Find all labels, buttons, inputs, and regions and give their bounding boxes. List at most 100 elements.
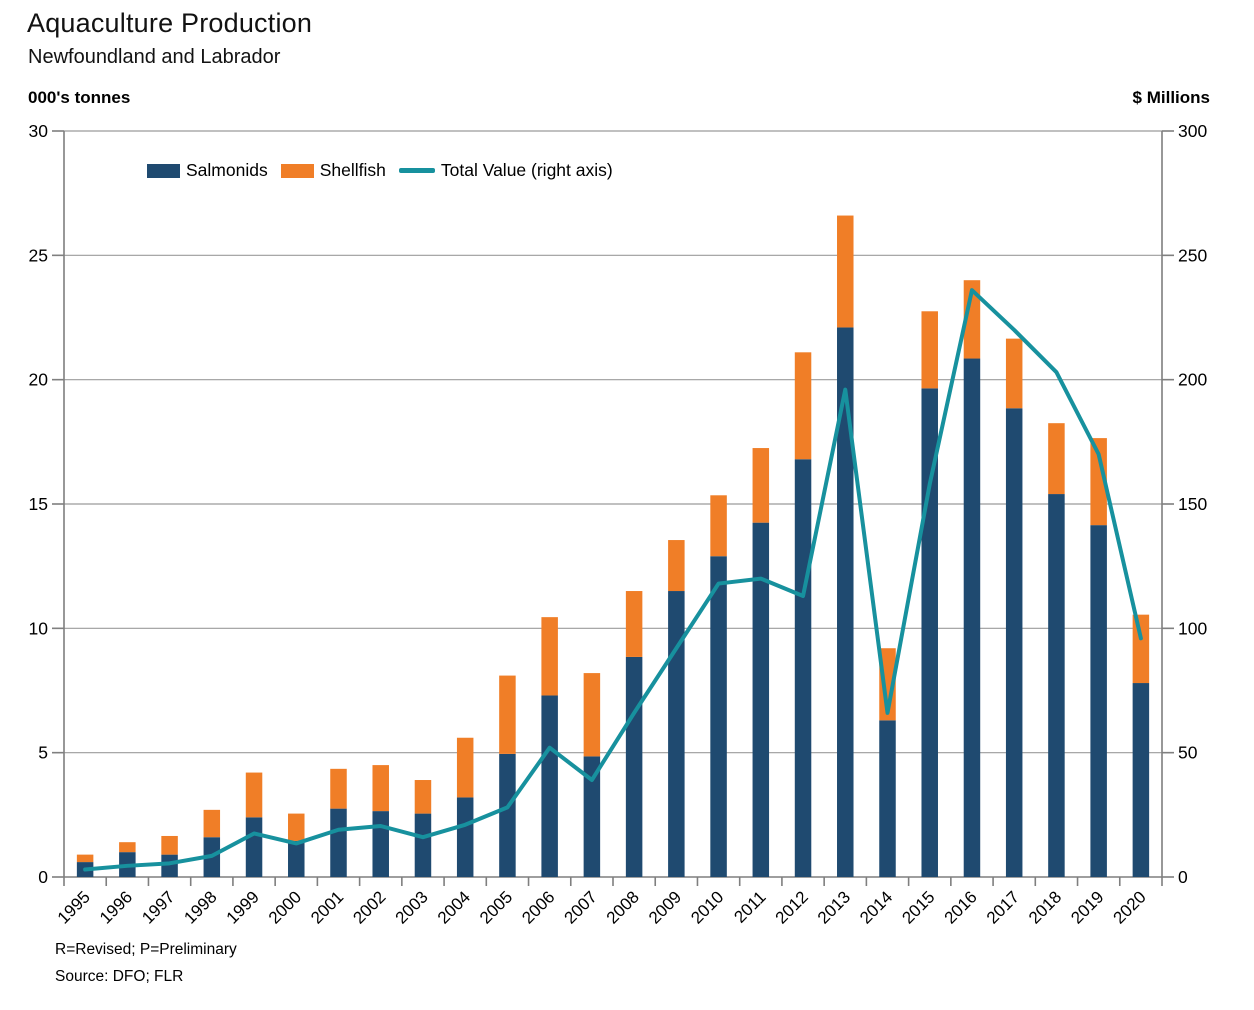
- legend: Salmonids Shellfish Total Value (right a…: [147, 160, 613, 181]
- bar-segment-shellfish-2001: [330, 768, 347, 809]
- bar-segment-salmonids-2006: [541, 695, 558, 877]
- bar-segment-shellfish-2017: [1005, 338, 1023, 409]
- total-value-line-swatch-icon: [398, 168, 435, 173]
- bar-segment-shellfish-1998: [203, 809, 221, 838]
- bar-segment-salmonids-2000: [288, 840, 305, 877]
- bar-segment-salmonids-2010: [710, 556, 727, 877]
- bar-segment-shellfish-2000: [288, 813, 305, 841]
- bar-segment-salmonids-2007: [583, 756, 601, 877]
- left-axis-unit-label: 000's tonnes: [28, 88, 131, 107]
- shellfish-swatch-icon: [280, 163, 314, 178]
- x-axis-year-label: 2000: [265, 887, 305, 927]
- bar-segment-shellfish-2004: [456, 737, 474, 798]
- bar-segment-salmonids-2014: [879, 720, 896, 877]
- bar-segment-shellfish-2005: [499, 675, 516, 754]
- bar-segment-shellfish-2008: [625, 591, 643, 657]
- bar-segment-salmonids-2020: [1132, 683, 1150, 877]
- bar-segment-shellfish-2020: [1132, 614, 1150, 684]
- x-axis-year-label: 1998: [180, 887, 220, 927]
- bar-segment-shellfish-1997: [161, 835, 178, 855]
- x-axis-year-label: 1996: [96, 887, 136, 927]
- legend-item-total-value: Total Value (right axis): [398, 160, 613, 181]
- left-axis-tick-label: 30: [29, 121, 49, 141]
- x-axis-year-label: 2015: [898, 887, 938, 927]
- bar-segment-salmonids-2016: [963, 358, 981, 877]
- bar-segment-salmonids-2013: [837, 327, 854, 877]
- bar-segment-shellfish-2012: [794, 352, 812, 460]
- x-axis-year-label: 2019: [1067, 887, 1107, 927]
- bar-segment-salmonids-2005: [499, 753, 516, 877]
- salmonids-swatch-icon: [147, 163, 180, 178]
- bar-segment-shellfish-2006: [541, 617, 558, 696]
- x-axis-year-label: 2004: [434, 887, 474, 927]
- bar-segment-salmonids-2008: [625, 656, 643, 877]
- bar-segment-shellfish-2011: [752, 448, 770, 523]
- page-subtitle: Newfoundland and Labrador: [28, 46, 281, 68]
- x-axis-year-label: 2017: [983, 887, 1023, 927]
- right-axis-tick-label: 0: [1178, 867, 1188, 887]
- legend-label: Total Value (right axis): [440, 160, 613, 180]
- x-axis-year-label: 2002: [349, 887, 389, 927]
- bar-segment-shellfish-2009: [668, 540, 685, 592]
- x-axis-year-label: 2020: [1110, 887, 1150, 927]
- x-axis-year-label: 2005: [476, 887, 516, 927]
- legend-label: Shellfish: [319, 160, 386, 180]
- right-axis-tick-label: 150: [1178, 494, 1207, 514]
- bar-segment-salmonids-2003: [414, 813, 432, 877]
- bar-segment-shellfish-2002: [372, 765, 389, 812]
- x-axis-year-label: 2007: [561, 887, 601, 927]
- legend-item-shellfish: Shellfish: [280, 160, 386, 181]
- bar-segment-shellfish-1999: [245, 772, 263, 818]
- x-axis-year-label: 2008: [603, 887, 643, 927]
- x-axis-year-label: 2011: [730, 887, 769, 926]
- left-axis-tick-label: 25: [29, 245, 48, 265]
- x-axis-year-label: 2018: [1025, 887, 1065, 927]
- bar-segment-salmonids-2017: [1005, 408, 1023, 877]
- x-axis-year-label: 2009: [645, 887, 685, 927]
- total-value-line: [83, 288, 1143, 872]
- x-axis-year-label: 2001: [307, 887, 347, 927]
- x-axis-year-label: 2014: [856, 887, 896, 927]
- right-axis-unit-label: $ Millions: [1132, 88, 1210, 107]
- bar-segment-shellfish-2019: [1090, 438, 1107, 526]
- bar-segment-shellfish-2003: [414, 780, 432, 814]
- x-axis-year-label: 1995: [54, 887, 94, 927]
- right-axis-tick-label: 50: [1178, 743, 1198, 763]
- bar-segment-salmonids-2011: [752, 522, 770, 877]
- bar-segment-shellfish-1996: [119, 842, 136, 853]
- page-title: Aquaculture Production: [27, 8, 313, 38]
- bar-segment-shellfish-2010: [710, 495, 727, 557]
- x-axis-year-label: 2013: [814, 887, 854, 927]
- bar-segment-salmonids-2018: [1048, 494, 1065, 877]
- bar-segment-salmonids-2009: [668, 591, 685, 877]
- bar-segment-shellfish-2013: [837, 215, 854, 328]
- right-axis-tick-label: 250: [1178, 245, 1207, 265]
- bar-segment-salmonids-2004: [456, 797, 474, 877]
- footnote-source: Source: DFO; FLR: [55, 968, 184, 985]
- bar-segment-salmonids-2002: [372, 811, 389, 877]
- right-axis-tick-label: 200: [1178, 370, 1207, 390]
- x-axis-year-label: 2010: [687, 887, 727, 927]
- legend-label: Salmonids: [186, 160, 268, 180]
- bar-segment-salmonids-2012: [794, 459, 812, 877]
- left-axis-tick-label: 0: [38, 867, 48, 887]
- bar-segment-salmonids-2019: [1090, 525, 1107, 877]
- left-axis-tick-label: 10: [29, 618, 49, 638]
- x-axis-year-label: 2006: [518, 887, 558, 927]
- left-axis-tick-label: 5: [38, 743, 48, 763]
- x-axis-year-label: 2012: [772, 887, 812, 927]
- left-axis-tick-label: 15: [29, 494, 48, 514]
- legend-item-salmonids: Salmonids: [147, 160, 268, 181]
- x-axis-year-label: 2003: [392, 887, 432, 927]
- bar-segment-shellfish-2018: [1048, 423, 1065, 495]
- x-axis-year-label: 2016: [941, 887, 981, 927]
- right-axis-tick-label: 100: [1178, 618, 1207, 638]
- left-axis-tick-label: 20: [29, 370, 49, 390]
- bar-segment-salmonids-1997: [161, 854, 178, 877]
- right-axis-tick-label: 300: [1178, 121, 1207, 141]
- x-axis-year-label: 1997: [138, 887, 178, 927]
- x-axis-year-label: 1999: [223, 887, 263, 927]
- footnote-revised: R=Revised; P=Preliminary: [55, 941, 237, 958]
